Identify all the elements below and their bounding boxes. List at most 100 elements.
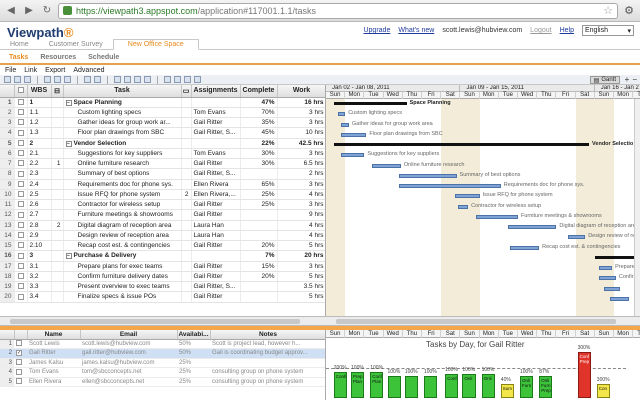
resource-row[interactable]: 1 Scott Lewis scott.lewis@hubview.com 50% Sc… — [0, 339, 325, 349]
whats-new-link[interactable]: What's new — [398, 27, 435, 34]
task-row[interactable]: 18 3.2 Confirm furniture delivery dates Gai… — [0, 271, 325, 283]
task-row[interactable]: 8 2.3 Summary of best options Gail Ritter, … — [0, 168, 325, 180]
gantt-task-bar[interactable] — [337, 112, 346, 117]
assignments-cell[interactable]: Gail Ritter — [191, 240, 241, 252]
task-row[interactable]: 4 1.3 Floor plan drawings from SBC Gail Rit… — [0, 127, 325, 139]
work-cell[interactable]: 3 hrs — [277, 148, 325, 160]
gantt-task-bar[interactable] — [398, 173, 457, 178]
assignments-cell[interactable]: Gail Ritter — [191, 199, 241, 211]
header-task[interactable]: Task — [63, 85, 182, 98]
task-row[interactable]: 10 2.5 Issue RFQ for phone system 2 Ellen Ri… — [0, 189, 325, 201]
row-checkbox[interactable] — [17, 242, 24, 249]
load-bar[interactable]: Conf Plan — [370, 372, 384, 398]
complete-cell[interactable] — [240, 281, 278, 293]
resource-notes[interactable]: Scott is project lead, however h... — [210, 339, 325, 349]
menu-item[interactable]: Export — [45, 66, 66, 74]
gantt-summary-bar[interactable] — [333, 102, 407, 105]
header-toggle[interactable]: ⊟ — [51, 85, 64, 98]
gantt-task-bar[interactable] — [598, 266, 613, 270]
assignments-cell[interactable]: Ellen Rivera — [191, 179, 241, 190]
gantt-task-bar[interactable] — [475, 214, 518, 219]
work-cell[interactable]: 3 hrs — [277, 107, 325, 119]
row-checkbox[interactable] — [17, 221, 24, 228]
load-bar[interactable]: Onli — [462, 374, 476, 398]
row-checkbox[interactable] — [17, 180, 24, 187]
task-row[interactable]: 3 1.2 Gather ideas for group work ar... Gai… — [0, 117, 325, 129]
load-bar[interactable]: Onli Furn — [520, 376, 534, 398]
link-icon[interactable] — [134, 76, 141, 83]
work-cell[interactable]: 4 hrs — [277, 230, 325, 242]
header-work[interactable]: Work — [277, 85, 325, 98]
work-cell[interactable]: 4 hrs — [277, 189, 325, 201]
work-cell[interactable]: 6.5 hrs — [277, 158, 325, 170]
resource-checkbox-cell[interactable] — [14, 367, 27, 378]
logout-link[interactable]: Logout — [530, 27, 552, 34]
indent-icon[interactable] — [114, 76, 121, 83]
panel-splitter[interactable] — [0, 326, 640, 330]
work-cell[interactable]: 42.5 hrs — [277, 138, 325, 149]
gantt-task-bar[interactable] — [510, 245, 540, 250]
gantt-task-bar[interactable] — [341, 153, 365, 158]
assignments-cell[interactable]: Gail Ritter, S... — [191, 127, 241, 139]
resource-availability[interactable]: 50% — [177, 339, 210, 349]
work-cell[interactable]: 3.5 hrs — [277, 281, 325, 293]
row-checkbox[interactable] — [17, 262, 24, 269]
row-checkbox-cell[interactable] — [14, 250, 28, 262]
load-bar[interactable]: Confirm — [445, 374, 459, 398]
row-checkbox-cell[interactable] — [14, 209, 28, 221]
load-bar[interactable]: Conf Prep — [577, 352, 591, 398]
resource-notes[interactable]: consulting group on phone system — [210, 367, 325, 378]
assignments-cell[interactable]: Gail Ritter, S... — [191, 281, 241, 293]
task-row[interactable]: 9 2.4 Requirements doc for phone sys. Ellen… — [0, 179, 325, 190]
resource-name[interactable]: Tom Evans — [27, 367, 80, 378]
work-cell[interactable]: 5 hrs — [277, 240, 325, 252]
work-cell[interactable]: 5 hrs — [277, 291, 325, 303]
task-name-cell[interactable]: Design review of reception area — [63, 230, 182, 242]
wrench-icon[interactable]: ⚙ — [624, 4, 634, 17]
resource-email[interactable]: tom@sbcconcepts.net — [80, 367, 177, 378]
work-cell[interactable]: 3 hrs — [277, 117, 325, 129]
row-checkbox[interactable] — [17, 98, 24, 105]
work-cell[interactable]: 4 hrs — [277, 220, 325, 231]
work-cell[interactable]: 20 hrs — [277, 250, 325, 262]
task-name-cell[interactable]: Issue RFQ for phone system — [63, 189, 182, 201]
task-name-cell[interactable]: Suggestions for key suppliers — [63, 148, 182, 160]
collapse-toggle-icon[interactable]: − — [65, 253, 72, 260]
complete-cell[interactable]: 30% — [240, 148, 278, 160]
zoom-out-icon[interactable]: − — [632, 75, 637, 84]
complete-cell[interactable] — [240, 291, 278, 303]
header-complete[interactable]: Complete — [240, 85, 278, 98]
complete-cell[interactable]: 35% — [240, 117, 278, 129]
resource-checkbox-cell[interactable]: ✓ — [14, 348, 27, 359]
row-checkbox-cell[interactable] — [14, 199, 28, 211]
sub-tab[interactable]: Schedule — [88, 54, 120, 61]
sub-tab[interactable]: Resources — [40, 54, 77, 61]
assignments-cell[interactable]: Gail Ritter — [191, 271, 241, 283]
assignments-cell[interactable]: Laura Han — [191, 220, 241, 231]
assignments-cell[interactable]: Gail Ritter — [191, 209, 241, 221]
resource-checkbox-cell[interactable] — [14, 377, 27, 387]
resource-checkbox[interactable] — [16, 359, 22, 366]
complete-cell[interactable]: 22% — [240, 138, 278, 149]
work-cell[interactable]: 3 hrs — [277, 179, 325, 190]
assignments-cell[interactable]: Ellen Rivera,... — [191, 189, 241, 201]
row-checkbox-cell[interactable] — [14, 261, 28, 272]
resource-row[interactable]: 2 ✓ Gail Ritter gail.ritter@hubview.com 50% G… — [0, 348, 325, 359]
complete-cell[interactable]: 20% — [240, 240, 278, 252]
work-cell[interactable]: 10 hrs — [277, 127, 325, 139]
gantt-task-bar[interactable] — [454, 194, 480, 199]
move-down-icon[interactable] — [174, 76, 181, 83]
task-name-cell[interactable]: − Space Planning — [63, 97, 182, 108]
load-bar[interactable] — [387, 376, 401, 398]
row-checkbox[interactable] — [17, 160, 24, 167]
new-icon[interactable] — [4, 76, 11, 83]
help-link[interactable]: Help — [559, 27, 574, 34]
task-row[interactable]: 6 2.1 Suggestions for key suppliers Tom Eva… — [0, 148, 325, 160]
resource-checkbox-cell[interactable] — [14, 358, 27, 368]
task-row[interactable]: 16 3 − Purchase & Delivery 7% 20 hrs — [0, 250, 325, 262]
task-row[interactable]: 11 2.6 Contractor for wireless setup Gail R… — [0, 199, 325, 211]
complete-cell[interactable] — [240, 168, 278, 180]
res-header-email[interactable]: Email — [80, 330, 178, 340]
resource-email[interactable]: ellen@sbcconcepts.net — [80, 377, 177, 387]
task-name-cell[interactable]: Digital diagram of reception area — [63, 220, 182, 231]
